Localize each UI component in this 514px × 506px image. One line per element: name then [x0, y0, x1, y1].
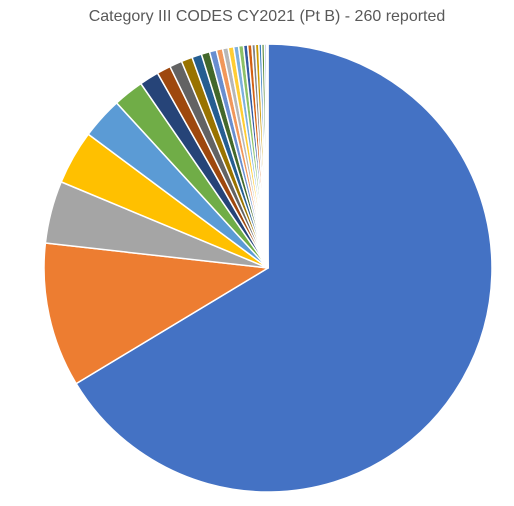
pie-slice	[43, 242, 269, 385]
chart-title: Category III CODES CY2021 (Pt B) - 260 r…	[89, 8, 446, 25]
pie-slice	[265, 43, 269, 269]
pie-slice	[75, 43, 493, 493]
